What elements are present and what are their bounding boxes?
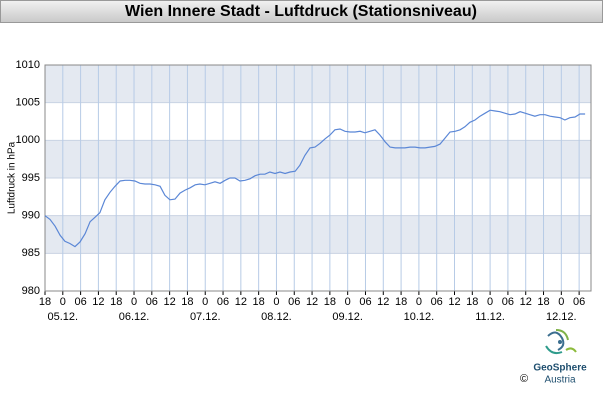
x-tick-label: 0 [345, 296, 351, 308]
x-tick-label: 06 [288, 296, 300, 308]
grid-band [45, 215, 591, 254]
x-tick-label: 0 [558, 296, 564, 308]
y-tick-label: 985 [22, 247, 40, 259]
y-tick-label: 1000 [16, 134, 40, 146]
x-tick-label: 18 [395, 296, 407, 308]
x-tick-label: 0 [131, 296, 137, 308]
grid-band [45, 140, 591, 178]
y-tick-label: 990 [22, 210, 40, 222]
x-tick-label: 12 [164, 296, 176, 308]
x-tick-label: 06 [573, 296, 585, 308]
x-tick-label: 18 [110, 296, 122, 308]
x-tick-label: 12 [235, 296, 247, 308]
x-tick-label: 18 [324, 296, 336, 308]
x-tick-label: 12 [448, 296, 460, 308]
x-tick-label: 06 [146, 296, 158, 308]
grid-band [45, 65, 591, 103]
day-label: 10.12. [404, 311, 435, 323]
day-label: 09.12. [332, 311, 363, 323]
day-label: 07.12. [190, 311, 221, 323]
x-tick-label: 18 [181, 296, 193, 308]
y-tick-label: 1005 [16, 97, 40, 109]
x-tick-label: 0 [416, 296, 422, 308]
x-tick-label: 06 [359, 296, 371, 308]
y-tick-label: 980 [22, 285, 40, 297]
x-tick-label: 18 [466, 296, 478, 308]
day-label: 11.12. [475, 311, 505, 323]
x-tick-label: 0 [60, 296, 66, 308]
y-axis-label: Luftdruck in hPa [7, 141, 18, 214]
chart-title: Wien Innere Stadt - Luftdruck (Stationsn… [125, 3, 477, 20]
logo-subtitle: Austria [544, 375, 576, 386]
logo-icon [545, 329, 577, 355]
day-label: 08.12. [261, 311, 292, 323]
day-label: 12.12. [546, 311, 577, 323]
x-tick-label: 0 [487, 296, 493, 308]
logo-name: GeoSphere [533, 363, 587, 374]
x-tick-label: 06 [502, 296, 514, 308]
x-tick-label: 18 [39, 296, 51, 308]
copyright: © [520, 373, 528, 385]
day-label: 06.12. [119, 311, 150, 323]
data-line [44, 109, 586, 248]
x-tick-label: 12 [306, 296, 318, 308]
day-label: 05.12. [48, 311, 79, 323]
y-tick-label: 1010 [16, 59, 40, 71]
x-tick-label: 12 [92, 296, 104, 308]
x-tick-label: 06 [217, 296, 229, 308]
x-tick-label: 18 [253, 296, 265, 308]
x-tick-label: 0 [202, 296, 208, 308]
x-tick-label: 06 [431, 296, 443, 308]
x-tick-label: 12 [377, 296, 389, 308]
plot-frame [44, 64, 592, 292]
x-tick-label: 12 [520, 296, 532, 308]
x-tick-label: 0 [273, 296, 279, 308]
x-tick-label: 18 [537, 296, 549, 308]
x-tick-label: 06 [74, 296, 86, 308]
y-tick-label: 995 [22, 172, 40, 184]
